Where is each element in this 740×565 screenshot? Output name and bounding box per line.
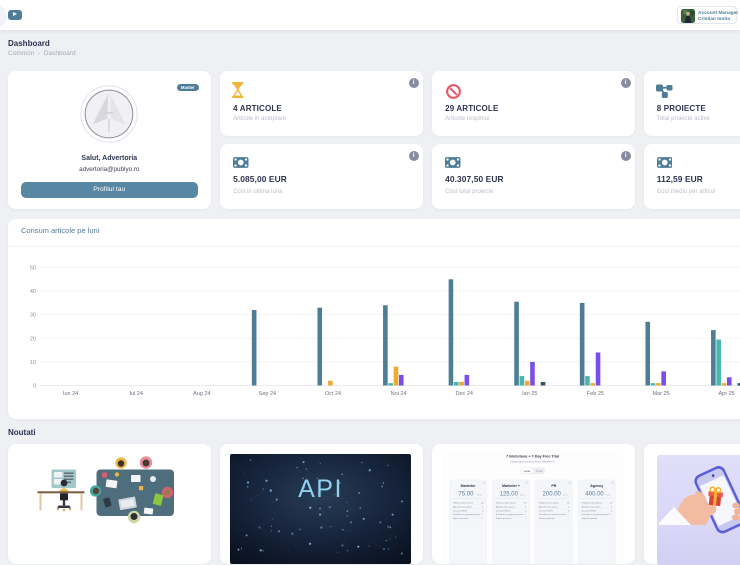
- svg-text:✓: ✓: [610, 513, 612, 516]
- svg-text:0: 0: [33, 384, 36, 390]
- svg-text:Publicari lunar aprox.: Publicari lunar aprox.: [582, 502, 603, 505]
- svg-text:Iul 24: Iul 24: [129, 391, 142, 397]
- svg-text:Oct 24: Oct 24: [325, 391, 341, 397]
- svg-text:7 bilete/luna + 7-Day Free Tri: 7 bilete/luna + 7-Day Free Trial: [506, 455, 559, 459]
- svg-text:Marketer +: Marketer +: [502, 484, 520, 488]
- svg-text:Iun 24: Iun 24: [63, 391, 78, 397]
- svg-text:20: 20: [30, 336, 36, 342]
- svg-text:/luna: /luna: [477, 495, 483, 497]
- svg-text:125.00: 125.00: [500, 492, 519, 498]
- svg-text:/luna: /luna: [563, 495, 569, 497]
- svg-text:Lunar: Lunar: [524, 469, 531, 473]
- svg-text:Aug 24: Aug 24: [193, 391, 210, 397]
- svg-text:Includere in program partner: Includere in program partner: [496, 513, 524, 516]
- svg-text:Anual: Anual: [536, 469, 543, 473]
- svg-text:Discount RON: Discount RON: [496, 509, 510, 512]
- svg-text:✓: ✓: [525, 513, 527, 516]
- svg-text:Discount RON: Discount RON: [539, 509, 553, 512]
- svg-text:API: API: [298, 475, 343, 503]
- svg-text:50: 50: [30, 266, 36, 272]
- svg-text:Apr 25: Apr 25: [718, 391, 734, 397]
- svg-text:Includere in program partner: Includere in program partner: [539, 513, 567, 516]
- svg-text:Mar 25: Mar 25: [652, 391, 669, 397]
- svg-text:Publicari lunar aprox.: Publicari lunar aprox.: [453, 502, 474, 505]
- svg-text:Discount RON: Discount RON: [582, 509, 596, 512]
- svg-text:Articole lunar aprox.: Articole lunar aprox.: [496, 505, 516, 508]
- svg-text:10: 10: [30, 360, 36, 366]
- svg-text:400.00: 400.00: [586, 492, 605, 498]
- svg-text:200.00: 200.00: [543, 492, 562, 498]
- svg-text:Marketer: Marketer: [461, 484, 477, 488]
- svg-text:Alege planul potrivit pentru a: Alege planul potrivit pentru afacerea ta: [510, 460, 555, 464]
- svg-text:PR: PR: [551, 484, 556, 488]
- svg-text:/luna: /luna: [520, 495, 526, 497]
- svg-text:30: 30: [30, 313, 36, 319]
- svg-text:Noi 24: Noi 24: [391, 391, 407, 397]
- svg-text:Agency: Agency: [590, 484, 603, 488]
- svg-text:Publicari lunar aprox.: Publicari lunar aprox.: [539, 502, 560, 505]
- svg-text:Feb 25: Feb 25: [587, 391, 604, 397]
- svg-text:/luna: /luna: [606, 495, 612, 497]
- svg-text:Articole lunar aprox.: Articole lunar aprox.: [453, 505, 473, 508]
- svg-text:Dec 24: Dec 24: [455, 391, 472, 397]
- svg-text:Sep 24: Sep 24: [259, 391, 276, 397]
- svg-text:Ian 25: Ian 25: [522, 391, 537, 397]
- svg-text:✓: ✓: [482, 513, 484, 516]
- svg-text:Articole lunar aprox.: Articole lunar aprox.: [539, 505, 559, 508]
- svg-text:75.00: 75.00: [458, 492, 474, 498]
- svg-text:Includere in program partner: Includere in program partner: [582, 513, 610, 516]
- svg-text:Discount RON: Discount RON: [453, 509, 467, 512]
- svg-text:Articole lunar aprox.: Articole lunar aprox.: [582, 505, 602, 508]
- svg-text:40: 40: [30, 289, 36, 295]
- svg-text:Publicari lunar aprox.: Publicari lunar aprox.: [496, 502, 517, 505]
- svg-text:Includere in program partner: Includere in program partner: [453, 513, 481, 516]
- svg-text:✓: ✓: [567, 513, 569, 516]
